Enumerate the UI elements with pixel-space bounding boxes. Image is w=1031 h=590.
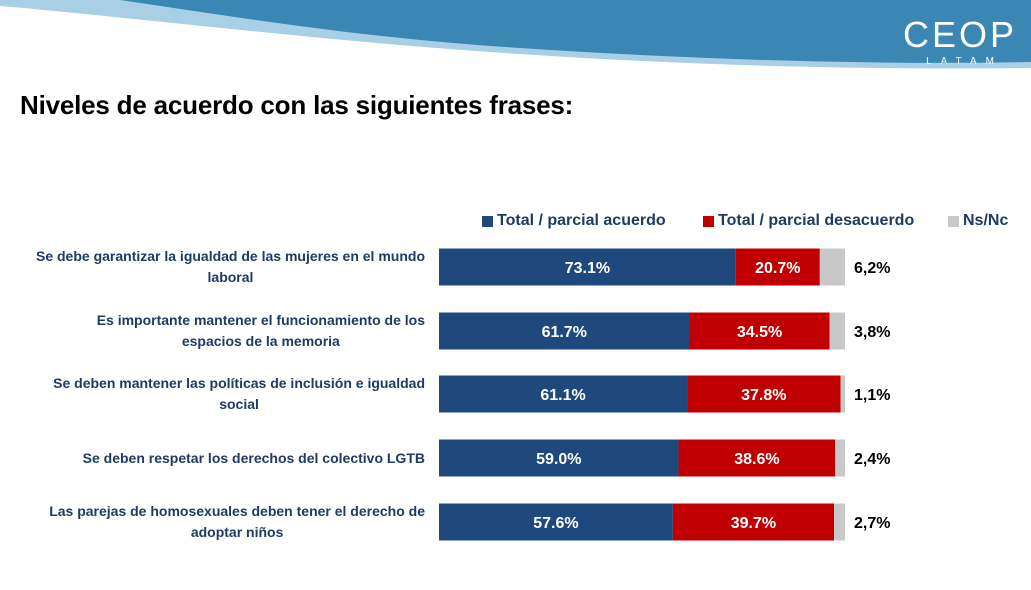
legend-item-acuerdo: Total / parcial acuerdo bbox=[482, 212, 666, 230]
data-label-acuerdo: 57.6% bbox=[533, 515, 578, 532]
header-wave bbox=[0, 0, 1031, 69]
bar-segment-acuerdo bbox=[439, 375, 688, 413]
category-label-line: laboral bbox=[207, 269, 254, 285]
bar-segment-acuerdo bbox=[439, 248, 736, 286]
data-label-acuerdo: 73.1% bbox=[565, 260, 610, 277]
bar-segment-nsnc bbox=[834, 503, 845, 541]
legend-swatch-desacuerdo bbox=[703, 215, 714, 227]
logo-subtext: LATAM bbox=[926, 56, 1003, 67]
bar-segment-desacuerdo bbox=[672, 503, 835, 541]
category-label-line: Se deben mantener las políticas de inclu… bbox=[53, 375, 425, 391]
legend-label-desacuerdo: Total / parcial desacuerdo bbox=[718, 212, 915, 229]
brand-logo: CEOP LATAM bbox=[900, 14, 1020, 68]
bar-segment-nsnc bbox=[835, 439, 845, 477]
category-label: Se deben mantener las políticas de inclu… bbox=[53, 373, 425, 415]
category-label-line: Se deben respetar los derechos del colec… bbox=[82, 449, 425, 466]
category-label-line: espacios de la memoria bbox=[181, 333, 340, 349]
category-label: Se debe garantizar la igualdad de las mu… bbox=[36, 246, 425, 288]
bar-segment-acuerdo bbox=[439, 503, 673, 541]
data-label-nsnc: 6,2% bbox=[854, 260, 890, 277]
legend-swatch-nsnc bbox=[948, 215, 959, 227]
bar-segment-desacuerdo bbox=[735, 248, 820, 286]
bar-segment-acuerdo bbox=[439, 439, 679, 477]
category-label-line: Es importante mantener el funcionamiento… bbox=[96, 312, 425, 328]
legend-swatch-acuerdo bbox=[482, 215, 493, 227]
data-label-desacuerdo: 37.8% bbox=[741, 387, 786, 404]
bar-segment-acuerdo bbox=[439, 312, 690, 350]
category-label-line: Las parejas de homosexuales deben tener … bbox=[49, 503, 425, 519]
data-label-nsnc: 3,8% bbox=[854, 324, 890, 341]
page-title: Niveles de acuerdo con las siguientes fr… bbox=[20, 90, 574, 120]
data-label-desacuerdo: 38.6% bbox=[734, 451, 779, 468]
data-label-nsnc: 1,1% bbox=[854, 387, 890, 404]
data-label-desacuerdo: 34.5% bbox=[737, 324, 782, 341]
data-label-nsnc: 2,4% bbox=[854, 451, 890, 468]
bar-segment-desacuerdo bbox=[689, 312, 830, 350]
data-label-acuerdo: 61.1% bbox=[540, 387, 585, 404]
data-label-acuerdo: 61.7% bbox=[542, 324, 587, 341]
category-label: Las parejas de homosexuales deben tener … bbox=[49, 501, 425, 543]
legend-item-desacuerdo: Total / parcial desacuerdo bbox=[703, 212, 914, 230]
logo-text: CEOP bbox=[902, 14, 1018, 55]
bar-segment-desacuerdo bbox=[678, 439, 836, 477]
data-label-nsnc: 2,7% bbox=[854, 515, 890, 532]
legend-label-acuerdo: Total / parcial acuerdo bbox=[497, 212, 666, 229]
category-label: Es importante mantener el funcionamiento… bbox=[97, 310, 425, 352]
category-label: Se deben respetar los derechos del colec… bbox=[83, 448, 425, 469]
legend-label-nsnc: Ns/Nc bbox=[963, 212, 1009, 229]
bar-segment-nsnc bbox=[819, 248, 845, 286]
bar-segment-nsnc bbox=[840, 375, 845, 413]
data-label-desacuerdo: 20.7% bbox=[755, 260, 800, 277]
bar-segment-desacuerdo bbox=[687, 375, 841, 413]
header-wave-dark bbox=[120, 0, 1031, 63]
legend-item-nsnc: Ns/Nc bbox=[948, 212, 1008, 230]
category-label-line: Se debe garantizar la igualdad de las mu… bbox=[35, 248, 425, 264]
bar-segment-nsnc bbox=[829, 312, 845, 350]
data-label-acuerdo: 59.0% bbox=[536, 451, 581, 468]
category-label-line: adoptar niños bbox=[190, 524, 284, 540]
data-label-desacuerdo: 39.7% bbox=[731, 515, 776, 532]
category-label-line: social bbox=[219, 396, 259, 412]
